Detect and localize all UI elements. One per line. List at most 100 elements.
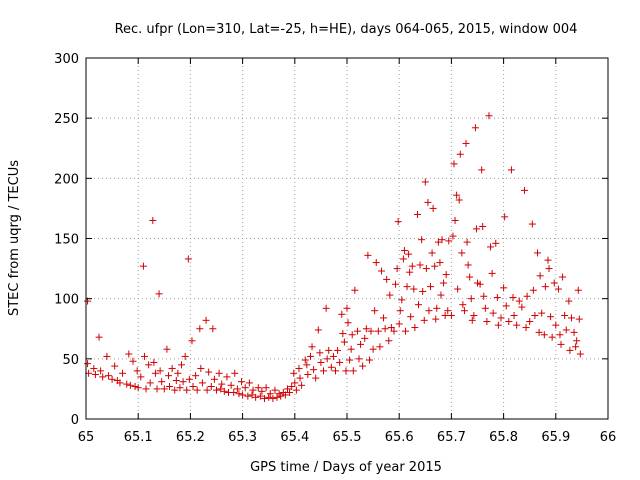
data-point [455, 196, 463, 204]
data-point [395, 320, 403, 328]
data-point [476, 280, 484, 288]
data-point [529, 286, 537, 294]
data-point [374, 327, 382, 335]
data-point [562, 326, 570, 334]
data-point [217, 385, 225, 393]
data-point [134, 384, 142, 392]
data-point [393, 265, 401, 273]
data-point [174, 369, 182, 377]
data-point [520, 186, 528, 194]
data-point [390, 327, 398, 335]
data-point [207, 383, 215, 391]
x-tick-label: 65.1 [124, 430, 153, 445]
data-point [223, 373, 231, 381]
data-point [205, 368, 213, 376]
data-point [99, 373, 107, 381]
data-point [528, 220, 536, 228]
data-point [361, 334, 369, 342]
data-point [369, 345, 377, 353]
data-point [168, 364, 176, 372]
data-point [545, 265, 553, 273]
data-point [185, 375, 193, 383]
data-point [526, 318, 534, 326]
x-tick-label: 66 [600, 430, 617, 445]
data-point [424, 198, 432, 206]
data-point [196, 325, 204, 333]
data-point [387, 324, 395, 332]
data-point [327, 363, 335, 371]
data-point [377, 267, 385, 275]
data-point [192, 372, 200, 380]
data-point [385, 337, 393, 345]
data-point [500, 284, 508, 292]
data-point [230, 389, 238, 397]
grid [86, 58, 608, 419]
data-point [210, 375, 218, 383]
data-point [248, 391, 256, 399]
data-point [213, 386, 220, 394]
data-point [131, 383, 139, 391]
data-point [116, 379, 124, 387]
data-point [347, 345, 355, 353]
x-tick-label: 65.6 [385, 430, 414, 445]
data-point [518, 303, 526, 311]
data-point [235, 390, 243, 398]
data-point [463, 238, 471, 246]
data-point [576, 350, 584, 358]
data-point [160, 385, 168, 393]
data-point [178, 361, 186, 369]
data-point [238, 378, 246, 386]
data-point [271, 386, 279, 394]
data-point [406, 268, 414, 276]
data-point [408, 262, 416, 270]
data-point [367, 327, 375, 335]
data-point [258, 387, 266, 395]
data-point [189, 383, 197, 391]
data-point [464, 261, 472, 269]
data-point [342, 367, 350, 375]
data-point [249, 386, 257, 394]
data-point [145, 361, 153, 369]
data-point [453, 191, 461, 199]
data-point [349, 367, 357, 375]
x-axis-label: GPS time / Days of year 2015 [250, 460, 442, 475]
data-point [381, 325, 389, 333]
data-point [429, 204, 437, 212]
data-point [570, 328, 578, 336]
data-points [84, 112, 584, 403]
data-point [320, 367, 328, 375]
data-point [554, 285, 562, 293]
data-point [442, 271, 450, 279]
data-point [540, 331, 548, 339]
data-point [415, 301, 423, 309]
x-tick-label: 65 [78, 430, 95, 445]
data-point [541, 283, 549, 291]
data-point [523, 292, 531, 300]
data-point [462, 139, 470, 147]
data-point [531, 312, 539, 320]
data-point [332, 367, 340, 375]
y-tick-label: 100 [54, 293, 79, 308]
y-tick-label: 150 [54, 233, 79, 248]
data-point [522, 324, 530, 332]
data-point [91, 370, 99, 378]
data-point [338, 310, 346, 318]
x-tick-label: 65.9 [541, 430, 570, 445]
data-point [493, 293, 501, 301]
data-point [559, 273, 567, 281]
data-point [494, 321, 502, 329]
data-point [241, 384, 249, 392]
data-point [544, 256, 552, 264]
data-point [244, 392, 252, 400]
data-point [314, 326, 322, 334]
data-point [111, 362, 119, 370]
data-point [104, 372, 112, 380]
data-point [488, 269, 496, 277]
data-point [84, 360, 92, 368]
data-point [438, 236, 446, 244]
data-point [198, 379, 206, 387]
data-point [277, 392, 285, 400]
data-point [566, 346, 574, 354]
data-point [550, 279, 558, 287]
data-point [485, 112, 493, 120]
